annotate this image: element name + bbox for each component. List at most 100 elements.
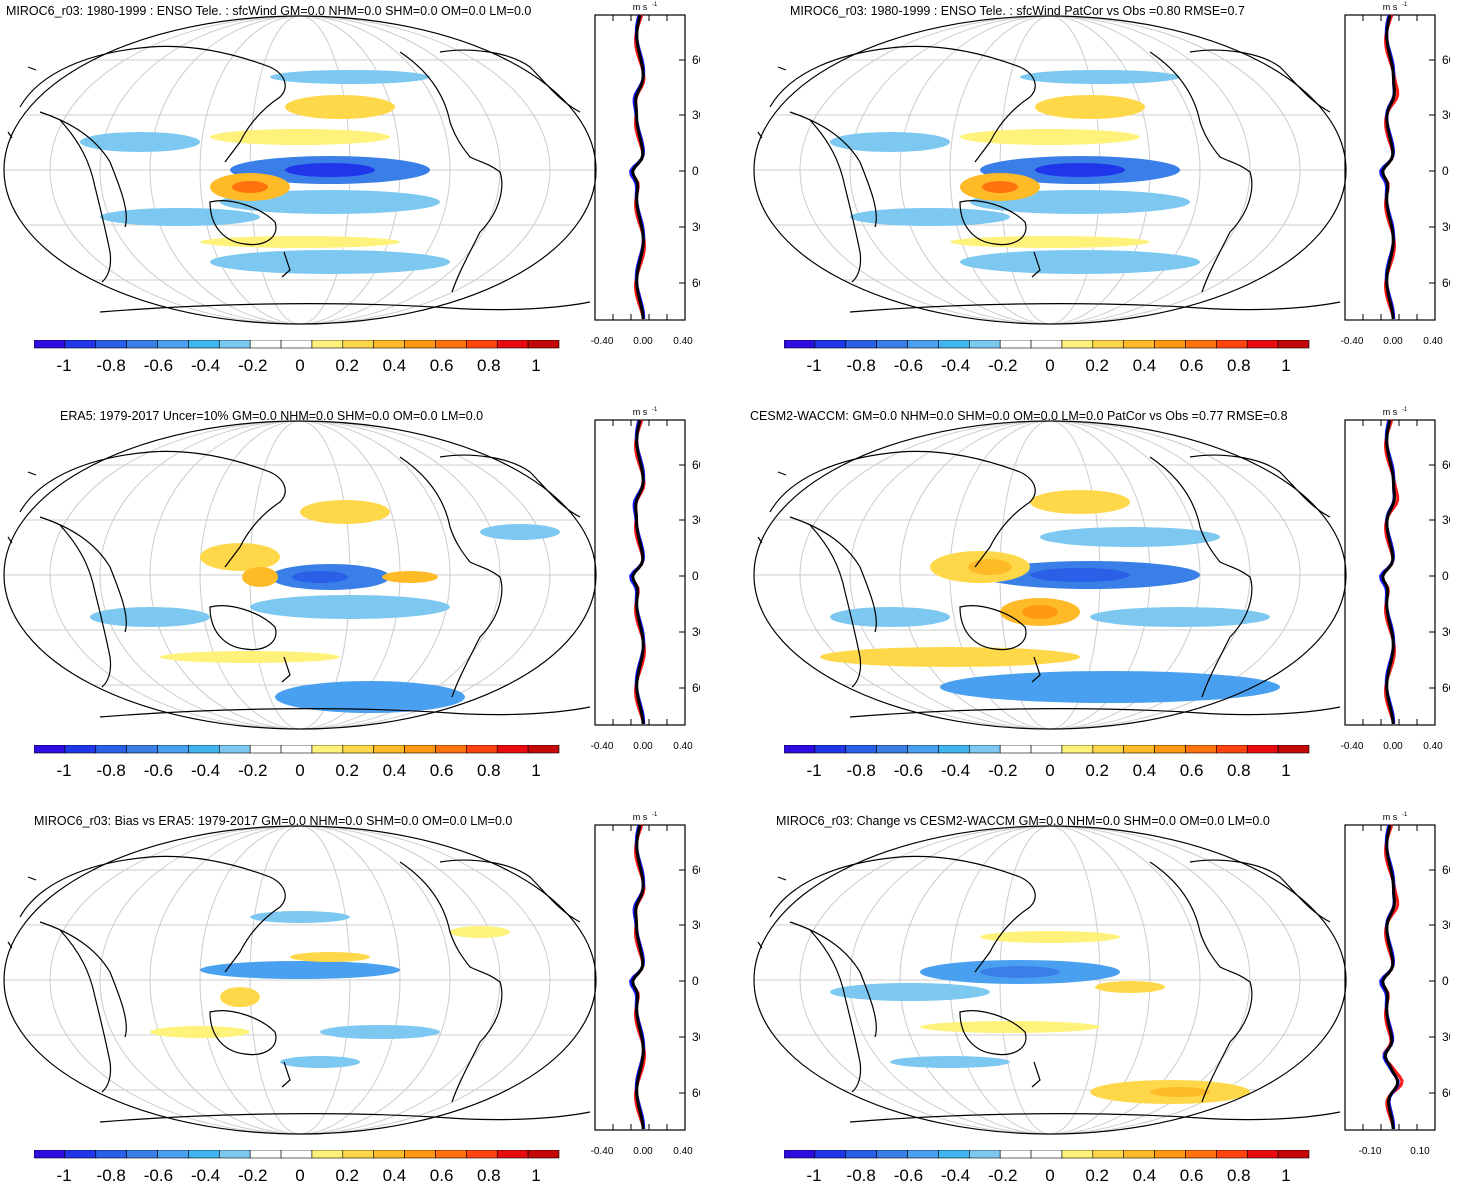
colorbar-swatch xyxy=(1185,744,1217,754)
colorbar-swatch xyxy=(783,744,816,754)
lat-label: 60N xyxy=(692,53,700,67)
colorbar-label: 0 xyxy=(1045,761,1054,780)
colorbar-swatch xyxy=(33,1149,66,1159)
colorbar-label: 0.6 xyxy=(1180,1166,1204,1185)
colorbar-swatch xyxy=(157,1149,189,1159)
ref-profile-line xyxy=(631,14,645,320)
colorbar-swatch xyxy=(999,1149,1032,1159)
colorbar-swatch xyxy=(33,339,66,349)
colorbar-label: 0.8 xyxy=(477,1166,501,1185)
colorbar-label: 0.4 xyxy=(383,761,407,780)
panel-3: ERA5: 1979-2017 Uncer=10% GM=0.0 NHM=0.0… xyxy=(0,405,700,790)
colorbar-swatch xyxy=(907,744,939,754)
colorbar-label: 0.8 xyxy=(1227,761,1251,780)
colorbar-swatch xyxy=(845,1149,877,1159)
lat-label: 30S xyxy=(692,220,700,234)
colorbar-label: 0.2 xyxy=(335,1166,359,1185)
colorbar-swatch xyxy=(126,339,158,349)
colorbar-label: 1 xyxy=(1281,356,1290,375)
colorbar-swatch xyxy=(968,744,1001,754)
zonal-profile: m s -1 60N 30N 0 30S 60S -0.40 0.00 0.40 xyxy=(591,812,700,1157)
colorbar-label: 0 xyxy=(295,356,304,375)
x-tick-label: 0.40 xyxy=(673,1146,693,1157)
colorbar-label: -0.8 xyxy=(847,1166,876,1185)
colorbar-label: -1 xyxy=(806,356,821,375)
colorbar-swatch xyxy=(783,339,816,349)
lat-label: 60S xyxy=(1442,276,1450,290)
colorbar-swatch xyxy=(64,339,97,349)
colorbar-swatch xyxy=(218,339,251,349)
x-tick-label: 0.40 xyxy=(673,336,693,347)
colorbar-swatch xyxy=(1277,339,1310,349)
lat-label: 60N xyxy=(1442,458,1450,472)
colorbar-swatch xyxy=(1030,339,1063,349)
colorbar-swatch xyxy=(845,339,877,349)
unit-label: m s xyxy=(633,407,648,417)
colorbar-swatch xyxy=(95,339,127,349)
colorbar-label: -1 xyxy=(806,761,821,780)
panel-6: MIROC6_r03: Change vs CESM2-WACCM GM=0.0… xyxy=(750,810,1483,1187)
colorbar-swatch xyxy=(907,1149,939,1159)
lat-label: 60N xyxy=(692,863,700,877)
colorbar-swatch xyxy=(496,339,529,349)
lat-label: 30S xyxy=(1442,625,1450,639)
colorbar-label: -0.8 xyxy=(97,761,126,780)
lat-label: 30S xyxy=(1442,1030,1450,1044)
colorbar-label: -0.4 xyxy=(941,1166,970,1185)
colorbar-swatch xyxy=(1277,744,1310,754)
colorbar-label: -0.4 xyxy=(941,356,970,375)
wind-anomaly-pattern xyxy=(90,500,560,713)
x-tick-label: 0.40 xyxy=(1423,336,1443,347)
colorbar-swatch xyxy=(126,744,158,754)
colorbar-swatch xyxy=(1092,744,1125,754)
colorbar-swatch xyxy=(311,339,344,349)
x-tick-label: -0.40 xyxy=(1341,336,1364,347)
colorbar-swatch xyxy=(1030,744,1063,754)
x-tick-label: 0.00 xyxy=(633,336,653,347)
colorbar-swatch xyxy=(249,1149,282,1159)
colorbar-swatch xyxy=(311,744,344,754)
colorbar-swatch xyxy=(1092,1149,1125,1159)
colorbar-label: 0.6 xyxy=(430,761,454,780)
colorbar-swatch xyxy=(814,1149,847,1159)
colorbar-label: -0.8 xyxy=(847,356,876,375)
colorbar-label: 1 xyxy=(531,1166,540,1185)
colorbar-swatch xyxy=(157,339,189,349)
lat-label: 30N xyxy=(1442,513,1450,527)
colorbar-swatch xyxy=(466,339,498,349)
colorbar-swatch xyxy=(968,339,1001,349)
colorbar-swatch xyxy=(1246,339,1279,349)
colorbar-label: -0.6 xyxy=(894,761,923,780)
colorbar-label: 0.4 xyxy=(383,356,407,375)
lat-label: 30N xyxy=(692,918,700,932)
colorbar-label: 0 xyxy=(1045,1166,1054,1185)
ref-profile-line xyxy=(631,824,645,1130)
colorbar-swatch xyxy=(876,1149,908,1159)
colorbar-swatch xyxy=(157,744,189,754)
x-tick-label: -0.10 xyxy=(1359,1146,1382,1157)
colorbar-label: 0.8 xyxy=(1227,356,1251,375)
panel-title: ERA5: 1979-2017 Uncer=10% GM=0.0 NHM=0.0… xyxy=(60,409,484,423)
colorbar-label: 0.8 xyxy=(477,761,501,780)
map xyxy=(750,15,1355,325)
colorbar-label: 0.6 xyxy=(1180,761,1204,780)
unit-label: m s xyxy=(1383,2,1398,12)
colorbar-label: -0.4 xyxy=(191,356,220,375)
colorbar-swatch xyxy=(527,744,560,754)
lat-label: 30S xyxy=(1442,220,1450,234)
lat-label: 60S xyxy=(1442,681,1450,695)
colorbar-swatch xyxy=(938,744,970,754)
colorbar-swatch xyxy=(1061,1149,1094,1159)
colorbar-swatch xyxy=(999,744,1032,754)
colorbar-swatch xyxy=(280,339,313,349)
panel-title: MIROC6_r03: 1980-1999 : ENSO Tele. : sfc… xyxy=(790,4,1245,18)
x-tick-label: 0.00 xyxy=(633,741,653,752)
unit-exponent: -1 xyxy=(652,407,658,413)
colorbar-swatch xyxy=(33,744,66,754)
colorbar-swatch xyxy=(1216,339,1248,349)
colorbar-label: -0.2 xyxy=(238,1166,267,1185)
zonal-profile: m s -1 60N 30N 0 30S 60S -0.40 0.00 0.40 xyxy=(591,407,700,752)
panel-title: CESM2-WACCM: GM=0.0 NHM=0.0 SHM=0.0 OM=0… xyxy=(750,409,1288,423)
map xyxy=(0,825,605,1135)
colorbar-swatch xyxy=(342,1149,375,1159)
